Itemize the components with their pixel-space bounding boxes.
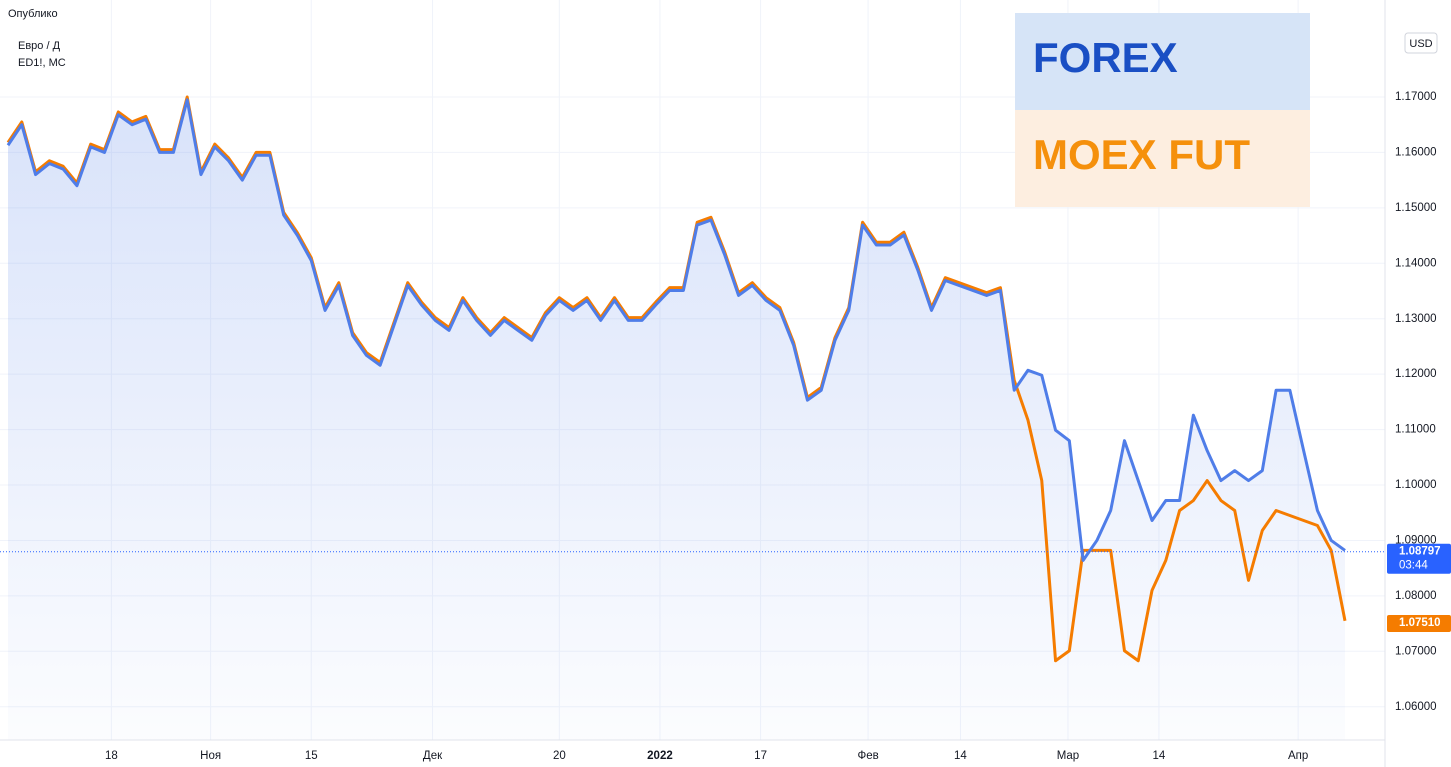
y-tick-label: 1.13000 xyxy=(1395,313,1437,325)
y-tick-label: 1.14000 xyxy=(1395,257,1437,269)
x-tick-label: 20 xyxy=(553,750,566,762)
x-tick-label: 15 xyxy=(305,750,318,762)
price-label-box xyxy=(1387,543,1451,574)
price-label: 1.07510 xyxy=(1399,617,1441,629)
y-tick-label: 1.10000 xyxy=(1395,479,1437,491)
symbol: ED1!, МС xyxy=(18,57,66,69)
series-line xyxy=(6,98,1346,562)
x-tick-label: Ноя xyxy=(200,750,221,762)
x-tick-label: 17 xyxy=(754,750,767,762)
published: Опублико xyxy=(8,8,58,20)
series-line xyxy=(6,95,1347,663)
legend-box xyxy=(1015,110,1310,207)
x-tick-label: 14 xyxy=(1153,750,1166,762)
symbol: Евро / Д xyxy=(18,40,61,52)
plot: FOREX MOEX FUT xyxy=(0,13,1385,741)
y-tick-label: 1.07000 xyxy=(1395,645,1437,657)
axes: 1.06000 1.07000 1.08000 1.09000 1.10000 1.110… xyxy=(105,91,1451,762)
legend-label: MOEX FUT xyxy=(1033,131,1250,178)
currency[interactable]: USD xyxy=(1409,38,1432,50)
legend-box xyxy=(1015,13,1310,110)
price-label: 1.08797 xyxy=(1399,546,1441,558)
x-tick-label: Мар xyxy=(1057,750,1080,762)
x-tick-label: 2022 xyxy=(647,750,673,762)
price-label-box xyxy=(1387,615,1451,633)
currency-box[interactable] xyxy=(1404,32,1438,54)
y-tick-label: 1.16000 xyxy=(1395,146,1437,158)
y-tick-label: 1.15000 xyxy=(1395,202,1437,214)
y-tick-label: 1.17000 xyxy=(1395,91,1437,103)
x-tick-label: Дек xyxy=(423,750,443,762)
x-tick-label: 14 xyxy=(954,750,967,762)
x-tick-label: Фев xyxy=(857,750,878,762)
y-tick-label: 1.11000 xyxy=(1395,424,1436,436)
x-tick-label: 18 xyxy=(105,750,118,762)
y-tick-label: 1.09000 xyxy=(1395,534,1437,546)
y-tick-label: 1.08000 xyxy=(1395,590,1437,602)
y-tick-label: 1.12000 xyxy=(1395,368,1437,380)
y-tick-label: 1.06000 xyxy=(1395,701,1437,713)
x-tick-label: Апр xyxy=(1288,750,1308,762)
price-time: 03:44 xyxy=(1399,560,1428,572)
legend-label: FOREX xyxy=(1033,34,1178,81)
area xyxy=(8,99,1345,741)
